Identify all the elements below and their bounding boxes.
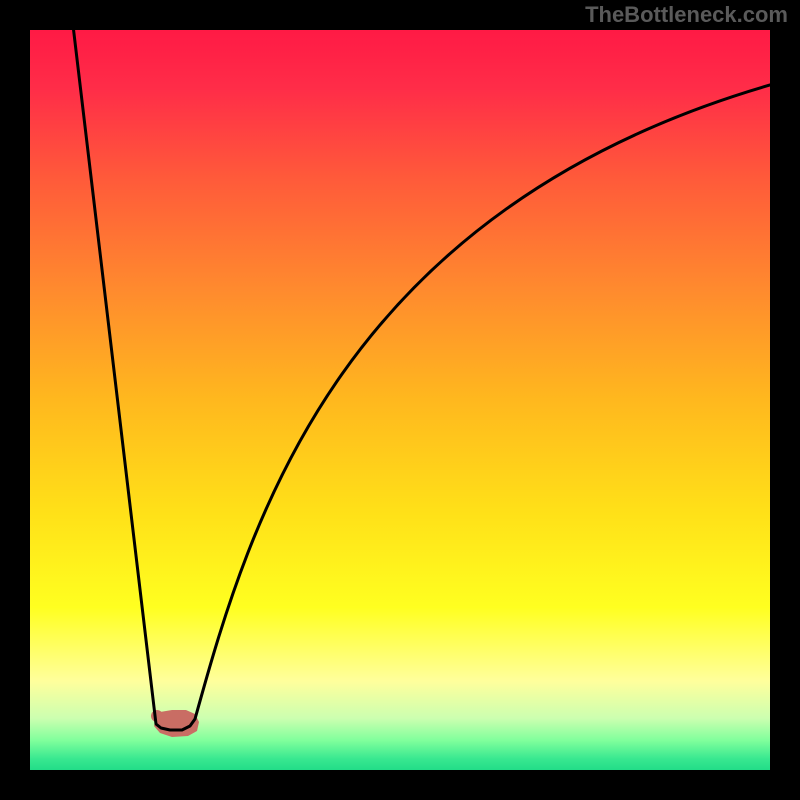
- bottleneck-chart: [0, 0, 800, 800]
- attribution-label: TheBottleneck.com: [585, 2, 788, 28]
- plot-background: [30, 30, 770, 770]
- chart-container: TheBottleneck.com: [0, 0, 800, 800]
